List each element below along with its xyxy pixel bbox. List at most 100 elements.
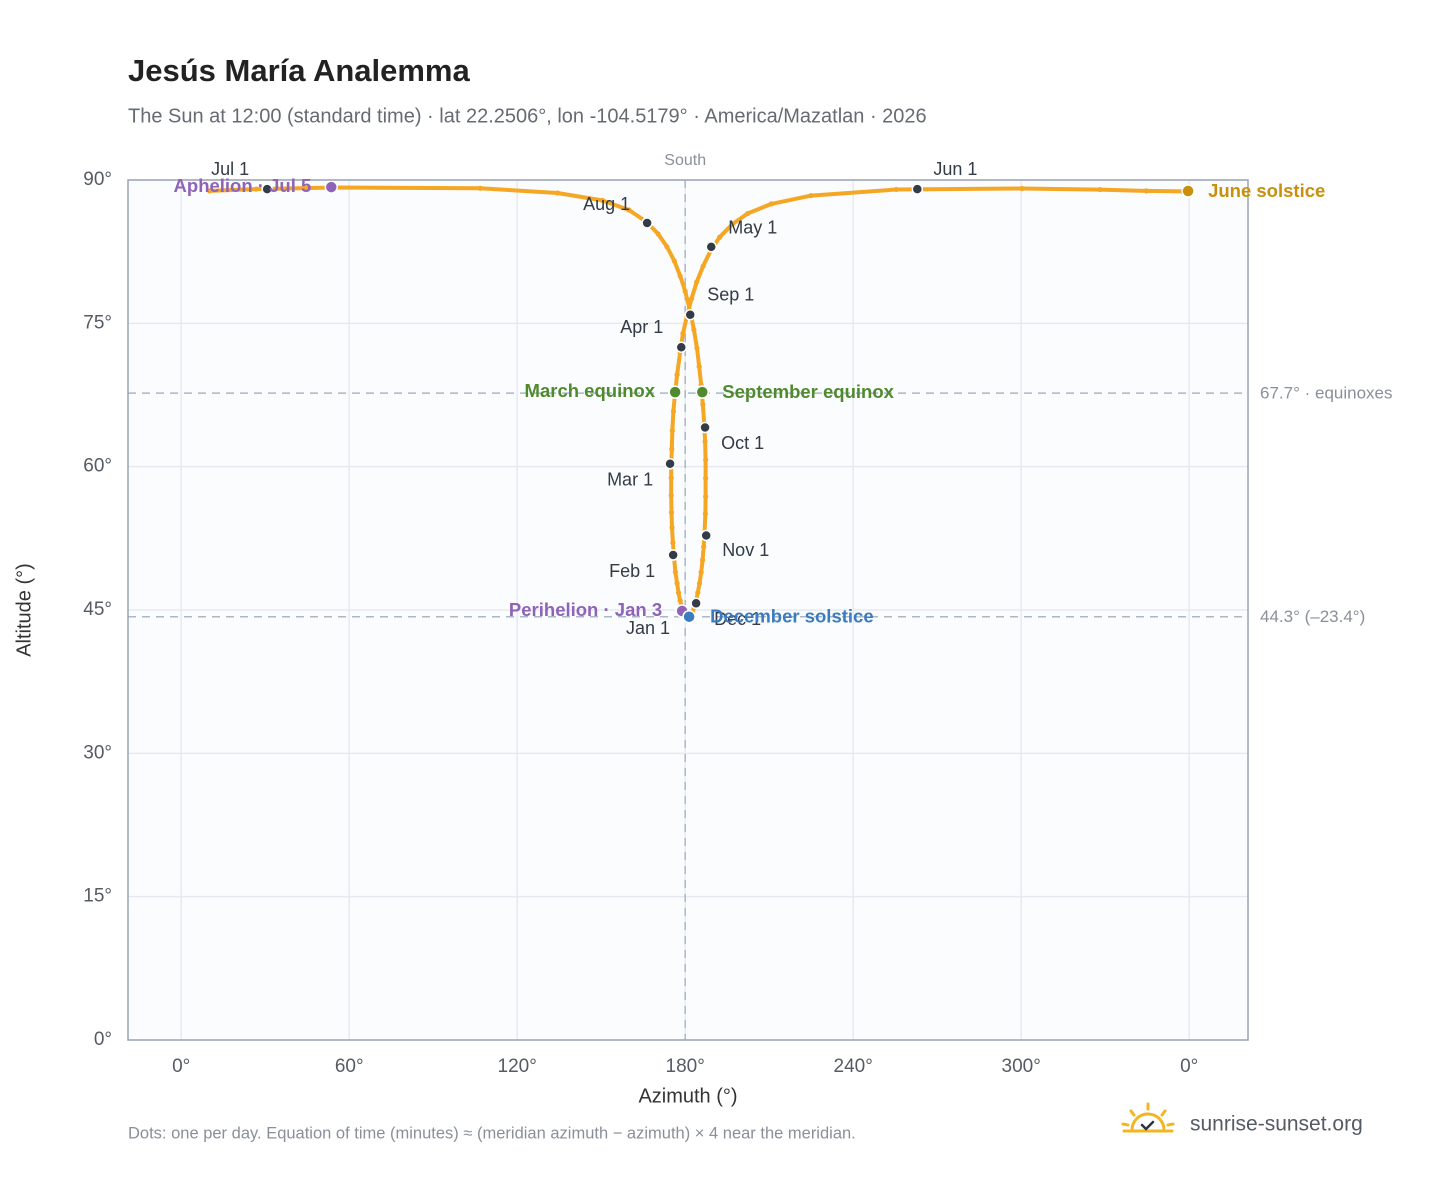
daily-dot xyxy=(680,330,686,336)
event-label: Perihelion · Jan 3 xyxy=(509,599,662,620)
daily-dot xyxy=(674,372,680,378)
daily-dot xyxy=(671,258,677,264)
date-marker xyxy=(664,458,676,470)
daily-dot xyxy=(703,457,709,463)
daily-dot xyxy=(664,244,670,250)
daily-dot xyxy=(745,210,751,217)
daily-dot xyxy=(626,207,632,213)
daily-dot xyxy=(672,569,679,575)
y-tick-label: 15° xyxy=(83,886,112,907)
daily-dot xyxy=(669,524,675,531)
event-label: Aphelion · Jul 5 xyxy=(174,175,312,196)
x-tick-label: 180° xyxy=(666,1056,705,1077)
x-tick-label: 240° xyxy=(834,1056,873,1077)
event-marker xyxy=(682,609,696,624)
date-label: Jun 1 xyxy=(933,159,977,179)
daily-dot xyxy=(669,428,675,434)
daily-dot xyxy=(695,590,701,596)
event-marker xyxy=(695,385,710,399)
daily-dot xyxy=(668,492,674,499)
y-tick-label: 75° xyxy=(83,312,112,333)
y-tick-label: 30° xyxy=(83,742,112,763)
event-label: June solstice xyxy=(1208,180,1325,201)
daily-dot xyxy=(1019,185,1025,192)
date-label: Sep 1 xyxy=(707,284,754,304)
chart-subtitle: The Sun at 12:00 (standard time) · lat 2… xyxy=(128,105,927,127)
event-marker xyxy=(668,385,682,399)
daily-dot xyxy=(702,438,708,445)
daily-dot xyxy=(675,590,682,596)
date-label: Apr 1 xyxy=(620,317,663,337)
chart-title: Jesús María Analemma xyxy=(128,53,471,88)
daily-dot xyxy=(668,475,674,481)
daily-dot xyxy=(702,511,708,517)
date-marker xyxy=(675,341,688,353)
daily-dot xyxy=(698,569,704,575)
daily-dot xyxy=(700,263,706,269)
date-label: Jul 1 xyxy=(211,159,249,179)
footnote: Dots: one per day. Equation of time (min… xyxy=(128,1124,856,1142)
date-marker xyxy=(641,217,653,229)
daily-dot xyxy=(674,580,680,586)
daily-dot xyxy=(893,186,899,193)
y-tick-label: 90° xyxy=(83,169,112,190)
x-tick-label: 120° xyxy=(498,1056,537,1077)
daily-dot xyxy=(677,598,683,604)
date-marker xyxy=(684,308,696,321)
daily-dot xyxy=(688,296,694,302)
date-marker xyxy=(699,421,711,434)
plot-border xyxy=(127,179,1249,1041)
date-label: Mar 1 xyxy=(607,470,653,490)
daily-dot xyxy=(655,231,661,237)
date-marker xyxy=(667,549,679,561)
daily-dot xyxy=(670,540,676,546)
daily-dot xyxy=(729,221,735,228)
event-marker xyxy=(1181,184,1195,198)
y-axis-label: Altitude (°) xyxy=(13,563,35,657)
date-label: May 1 xyxy=(728,218,777,238)
daily-dot xyxy=(696,580,703,587)
x-tick-label: 60° xyxy=(335,1056,364,1077)
daily-dot xyxy=(206,188,213,194)
x-tick-label: 0° xyxy=(172,1056,190,1077)
event-label: December solstice xyxy=(710,606,874,627)
daily-dot xyxy=(699,557,706,563)
event-label: March equinox xyxy=(525,380,656,401)
reference-label: South xyxy=(664,152,706,169)
event-marker xyxy=(324,180,339,194)
daily-dot xyxy=(700,401,706,408)
reference-label: 44.3° (–23.4°) xyxy=(1260,607,1365,626)
daily-dot xyxy=(703,493,709,500)
daily-dot xyxy=(703,475,709,481)
daily-dot xyxy=(669,446,675,452)
labels: 0° 15° 30° 45° 60° 75° 90° 0° 60° 120° 180° 240° 300… xyxy=(83,152,1392,1077)
date-marker xyxy=(705,241,717,253)
daily-dot xyxy=(694,279,700,285)
y-tick-label: 60° xyxy=(83,456,112,477)
y-tick-label: 45° xyxy=(83,599,112,620)
date-label: Dec 1 xyxy=(714,609,761,629)
daily-dot xyxy=(808,192,814,199)
daily-dot xyxy=(694,345,700,351)
daily-dot xyxy=(668,509,675,515)
daily-dot xyxy=(477,185,483,191)
date-label: Feb 1 xyxy=(609,561,655,581)
x-tick-label: 300° xyxy=(1002,1056,1041,1077)
date-marker xyxy=(690,597,702,610)
date-marker xyxy=(261,183,273,195)
daily-dot xyxy=(1097,186,1103,193)
daily-dot xyxy=(768,201,775,207)
daily-dot xyxy=(691,327,697,333)
date-label: Aug 1 xyxy=(583,194,630,214)
daily-dot xyxy=(670,408,677,414)
daily-dot xyxy=(1143,188,1149,194)
x-tick-label: 0° xyxy=(1180,1056,1198,1077)
daily-dot xyxy=(253,186,259,192)
date-marker xyxy=(700,529,712,542)
date-label: Jan 1 xyxy=(626,618,670,638)
date-marker xyxy=(911,183,924,195)
event-label: September equinox xyxy=(722,381,894,402)
y-tick-label: 0° xyxy=(94,1029,112,1050)
